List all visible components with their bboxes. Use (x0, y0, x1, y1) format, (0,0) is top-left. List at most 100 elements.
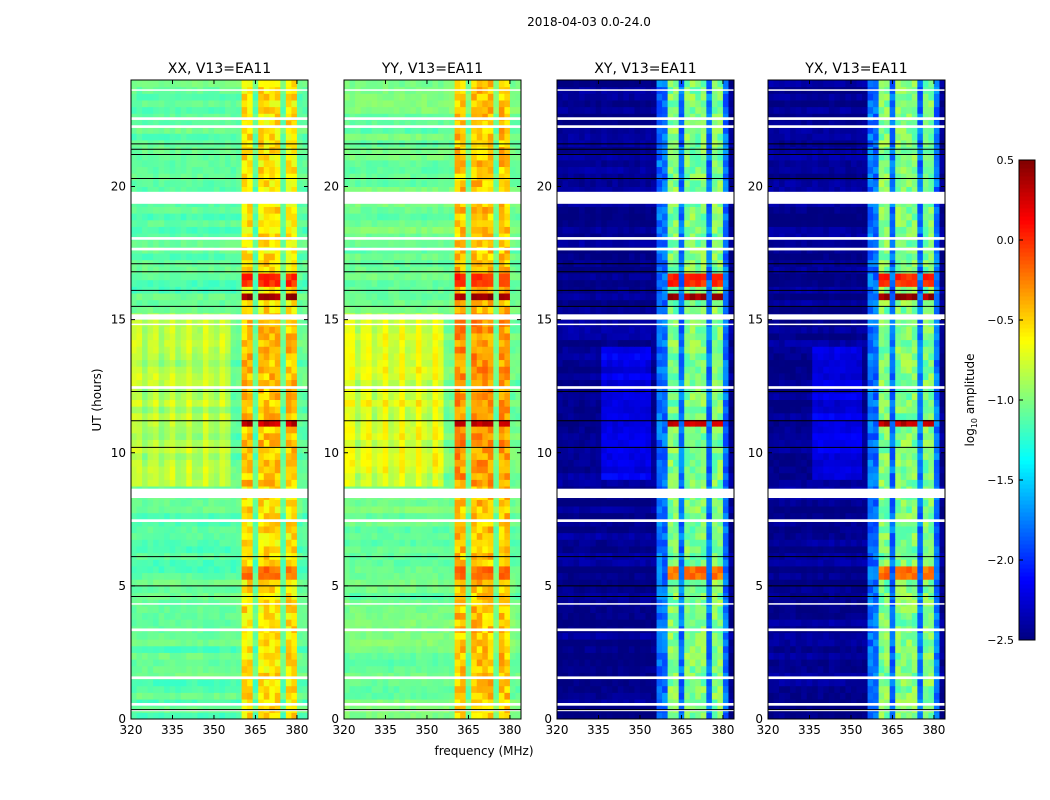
heatmap-cell (136, 565, 143, 574)
heatmap-cell (296, 506, 303, 514)
heatmap-cell (377, 619, 384, 627)
heatmap-cell (410, 359, 417, 367)
heatmap-cell (208, 539, 215, 547)
heatmap-cell (355, 399, 362, 407)
heatmap-cell (504, 619, 511, 627)
heatmap-cell (219, 306, 226, 314)
heatmap-cell (465, 432, 472, 440)
heatmap-cell (158, 399, 165, 407)
heatmap-cell (476, 572, 483, 580)
heatmap-cell (454, 685, 461, 693)
heatmap-cell (515, 452, 522, 460)
heatmap-cell (202, 299, 209, 307)
heatmap-cell (158, 612, 165, 620)
heatmap-cell (302, 499, 309, 507)
heatmap-cell (476, 339, 483, 347)
heatmap-cell (410, 426, 417, 434)
heatmap-cell (460, 685, 467, 693)
heatmap-cell (344, 426, 351, 434)
heatmap-cell (476, 412, 483, 420)
heatmap-cell (158, 672, 165, 680)
heatmap-cell (213, 173, 220, 181)
heatmap-cell (498, 472, 505, 480)
heatmap-cell (274, 459, 281, 467)
heatmap-cell (360, 332, 367, 341)
heatmap-cell (454, 692, 461, 700)
heatmap-cell (460, 645, 467, 653)
heatmap-cell (509, 359, 516, 367)
heatmap-cell (285, 652, 292, 660)
heatmap-cell (202, 352, 209, 361)
heatmap-cell (355, 605, 362, 613)
heatmap-cell (164, 299, 171, 307)
heatmap-cell (225, 506, 232, 514)
heatmap-cell (296, 659, 303, 667)
heatmap-cell (498, 512, 505, 520)
heatmap-cell (263, 339, 270, 347)
heatmap-cell (515, 539, 522, 547)
heatmap-cell (225, 80, 232, 88)
heatmap-cell (202, 166, 209, 174)
heatmap-cell (509, 599, 516, 607)
flagged-stripe (131, 237, 308, 240)
heatmap-cell (247, 412, 254, 420)
heatmap-cell (191, 213, 198, 221)
heatmap-cell (498, 372, 505, 381)
heatmap-cell (465, 679, 472, 687)
heatmap-cell (191, 499, 198, 507)
heatmap-cell (291, 692, 298, 700)
heatmap-cell (197, 605, 204, 613)
heatmap-cell (213, 679, 220, 687)
heatmap-cell (180, 346, 187, 354)
heatmap-cell (377, 406, 384, 414)
heatmap-cell (449, 506, 456, 514)
heatmap-cell (131, 226, 138, 234)
heatmap-cell (291, 472, 298, 480)
heatmap-cell (465, 446, 472, 454)
heatmap-cell (186, 472, 193, 480)
heatmap-cell (366, 512, 373, 520)
heatmap-cell (415, 619, 422, 627)
heatmap-cell (366, 579, 373, 587)
heatmap-cell (344, 652, 351, 660)
heatmap-cell (476, 679, 483, 687)
heatmap-cell (415, 366, 422, 374)
heatmap-cell (291, 679, 298, 687)
heatmap-cell (291, 565, 298, 574)
heatmap-cell (454, 339, 461, 347)
heatmap-cell (449, 452, 456, 460)
heatmap-cell (493, 652, 500, 660)
heatmap-cell (158, 585, 165, 594)
heatmap-cell (269, 545, 276, 554)
heatmap-cell (460, 665, 467, 673)
heatmap-cell (247, 126, 254, 134)
heatmap-cell (247, 452, 254, 460)
heatmap-cell (291, 146, 298, 154)
heatmap-cell (153, 213, 160, 221)
heatmap-cell (465, 332, 472, 341)
heatmap-cell (136, 186, 143, 194)
heatmap-cell (515, 346, 522, 354)
heatmap-cell (291, 665, 298, 673)
heatmap-cell (504, 399, 511, 407)
heatmap-cell (241, 639, 248, 647)
heatmap-cell (225, 659, 232, 667)
heatmap-cell (241, 652, 248, 660)
heatmap-cell (241, 446, 248, 454)
heatmap-cell (285, 446, 292, 454)
heatmap-cell (219, 133, 226, 141)
heatmap-cell (213, 326, 220, 334)
heatmap-cell (476, 446, 483, 454)
heatmap-cell (426, 639, 433, 647)
heatmap-cell (432, 619, 439, 627)
heatmap-cell (263, 346, 270, 354)
panel-title: XX, V13=EA11 (168, 61, 271, 77)
heatmap-cell (371, 579, 378, 587)
heatmap-cell (247, 506, 254, 514)
heatmap-cell (515, 579, 522, 587)
heatmap-cell (208, 352, 215, 361)
heatmap-cell (191, 572, 198, 580)
heatmap-cell (296, 326, 303, 334)
heatmap-cell (247, 273, 254, 281)
heatmap-cell (280, 679, 287, 687)
